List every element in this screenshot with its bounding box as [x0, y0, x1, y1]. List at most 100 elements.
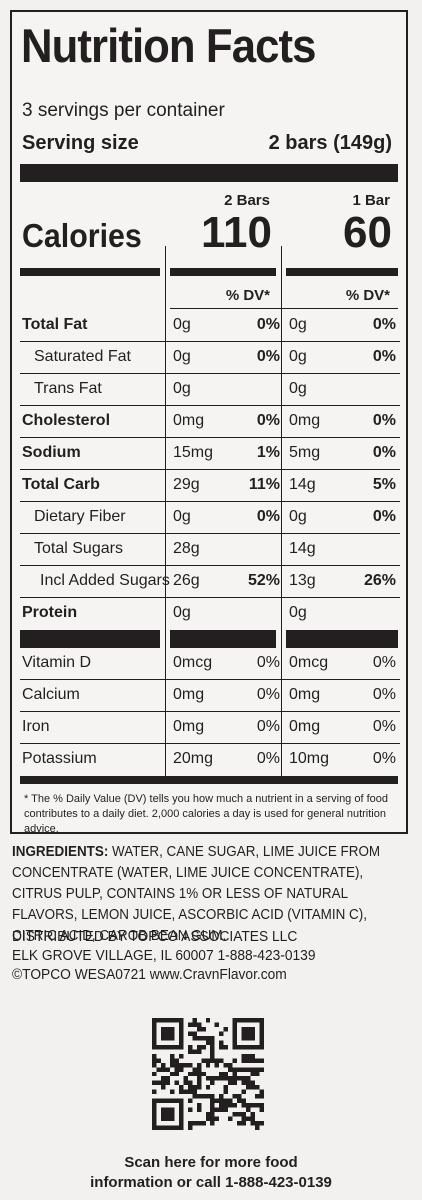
- row-divider: [20, 373, 400, 374]
- dv-col1: 0%: [256, 316, 280, 333]
- nutrient-row: Trans Fat 0g 0g: [20, 374, 400, 406]
- amount-col2: 10mg: [289, 750, 330, 767]
- amount-col2: 13g: [289, 572, 316, 589]
- nutrient-name: Total Sugars: [34, 540, 123, 557]
- distributor-line-1: DISTRIBUTED BY TOPCO ASSOCIATES LLC: [12, 929, 298, 945]
- nutrient-row: Protein 0g 0g: [20, 598, 400, 630]
- amount-col2: 0mg: [289, 686, 321, 703]
- dv-col2: 0%: [372, 508, 396, 525]
- vitamin-row: Iron 0mg 0% 0mg 0%: [20, 712, 400, 744]
- calories-divider-name: [20, 268, 160, 276]
- amount-col2: 0mg: [289, 718, 321, 735]
- vitamin-name: Iron: [22, 718, 50, 735]
- distributor-line-3: ©TOPCO WESA0721 www.CravnFlavor.com: [12, 967, 287, 983]
- amount-col1: 0mg: [173, 412, 205, 429]
- nutrient-name: Total Carb: [22, 476, 100, 493]
- row-divider: [20, 743, 400, 744]
- vitamin-divider-col2: [286, 630, 398, 648]
- dv-col2: 0%: [372, 348, 396, 365]
- dv-col1: 0%: [256, 508, 280, 525]
- dv-col2: 0%: [372, 412, 396, 429]
- amount-col2: 0g: [289, 380, 307, 397]
- amount-col2: 0mg: [289, 412, 321, 429]
- vitamin-name: Vitamin D: [22, 654, 92, 671]
- scan-line-2: information or call 1-888-423-0139: [90, 1174, 332, 1191]
- nutrient-row: Saturated Fat 0g 0% 0g 0%: [20, 342, 400, 374]
- nutrient-row: Dietary Fiber 0g 0% 0g 0%: [20, 502, 400, 534]
- thick-divider: [20, 164, 398, 182]
- col2-header: 1 Bar: [352, 192, 390, 209]
- footnote-divider: [20, 776, 398, 784]
- amount-col2: 0g: [289, 316, 307, 333]
- dv-col1: 0%: [256, 412, 280, 429]
- vitamin-row: Vitamin D 0mcg 0% 0mcg 0%: [20, 648, 400, 680]
- row-divider: [20, 597, 400, 598]
- nutrient-name: Protein: [22, 604, 78, 621]
- daily-value-footnote: * The % Daily Value (DV) tells you how m…: [24, 793, 388, 835]
- dv-header-col1: % DV*: [225, 287, 270, 304]
- amount-col1: 0mg: [173, 718, 205, 735]
- nutrient-name: Trans Fat: [34, 380, 102, 397]
- dv-col1: 0%: [256, 348, 280, 365]
- nutrient-name: Incl Added Sugars: [40, 572, 170, 589]
- serving-size-label: Serving size: [22, 132, 139, 154]
- vitamin-row: Potassium 20mg 0% 10mg 0%: [20, 744, 400, 776]
- col1-header: 2 Bars: [224, 192, 270, 209]
- row-divider: [20, 711, 400, 712]
- nutrient-row: Total Sugars 28g 14g: [20, 534, 400, 566]
- dv-col1: 11%: [248, 476, 280, 493]
- dv-col1: 0%: [256, 686, 280, 703]
- amount-col1: 0g: [173, 316, 191, 333]
- row-divider: [20, 501, 400, 502]
- dv-col1: 1%: [256, 444, 280, 461]
- nutrient-row: Incl Added Sugars 26g 52% 13g 26%: [20, 566, 400, 598]
- nutrition-facts-panel: Nutrition Facts 3 servings per container…: [10, 10, 408, 835]
- amount-col2: 14g: [289, 540, 316, 557]
- amount-col2: 5mg: [289, 444, 321, 461]
- dv-header-rule: [170, 308, 398, 309]
- vitamin-name: Calcium: [22, 686, 80, 703]
- vitamin-divider-col1: [170, 630, 276, 648]
- serving-size-value: 2 bars (149g): [268, 132, 392, 154]
- column-rule-1: [165, 246, 166, 780]
- ingredients-list: WATER, CANE SUGAR, LIME JUICE FROM CONCE…: [12, 844, 381, 944]
- dv-col1: 0%: [256, 718, 280, 735]
- distributor-line-2: ELK GROVE VILLAGE, IL 60007 1-888-423-01…: [12, 948, 316, 964]
- dv-col2: 26%: [363, 572, 396, 589]
- servings-per-container: 3 servings per container: [22, 100, 225, 121]
- ingredients-text: INGREDIENTS: WATER, CANE SUGAR, LIME JUI…: [12, 842, 414, 947]
- amount-col1: 15mg: [173, 444, 214, 461]
- nutrient-row: Total Carb 29g 11% 14g 5%: [20, 470, 400, 502]
- scan-instructions: Scan here for more food information or c…: [0, 1153, 422, 1193]
- nutrient-row: Sodium 15mg 1% 5mg 0%: [20, 438, 400, 470]
- amount-col1: 28g: [173, 540, 200, 557]
- amount-col2: 0mcg: [289, 654, 329, 671]
- dv-col2: 0%: [372, 316, 396, 333]
- dv-col2: 0%: [372, 654, 396, 671]
- row-divider: [20, 405, 400, 406]
- ingredients-label: INGREDIENTS:: [12, 844, 109, 860]
- row-divider: [20, 341, 400, 342]
- dv-header-col2: % DV*: [345, 287, 390, 304]
- amount-col1: 0g: [173, 508, 191, 525]
- nutrient-name: Sodium: [22, 444, 81, 461]
- row-divider: [20, 437, 400, 438]
- row-divider: [20, 679, 400, 680]
- scan-line-1: Scan here for more food: [124, 1154, 298, 1171]
- amount-col1: 0g: [173, 380, 191, 397]
- qr-code-icon[interactable]: [152, 1018, 264, 1130]
- amount-col1: 20mg: [173, 750, 214, 767]
- amount-col2: 0g: [289, 508, 307, 525]
- vitamin-name: Potassium: [22, 750, 97, 767]
- col1-calories: 110: [201, 208, 272, 257]
- amount-col1: 0g: [173, 348, 191, 365]
- amount-col2: 0g: [289, 604, 307, 621]
- dv-col2: 0%: [372, 444, 396, 461]
- distributor-info: DISTRIBUTED BY TOPCO ASSOCIATES LLC ELK G…: [12, 928, 392, 985]
- vitamin-row: Calcium 0mg 0% 0mg 0%: [20, 680, 400, 712]
- nutrient-name: Saturated Fat: [34, 348, 131, 365]
- nutrient-name: Cholesterol: [22, 412, 111, 429]
- row-divider: [20, 469, 400, 470]
- nutrient-row: Total Fat 0g 0% 0g 0%: [20, 310, 400, 342]
- amount-col1: 29g: [173, 476, 200, 493]
